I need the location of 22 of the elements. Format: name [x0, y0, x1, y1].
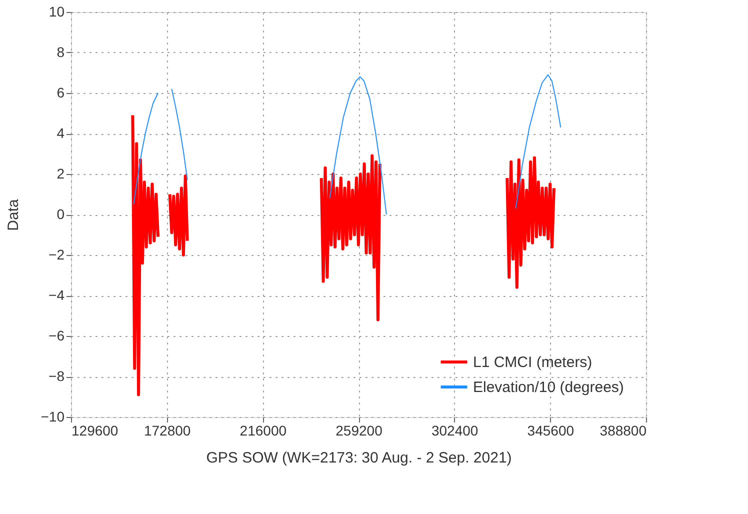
x-tick-label: 302400	[431, 422, 478, 438]
y-tick-label: 8	[56, 44, 65, 60]
y-tick-label: −8	[48, 368, 65, 384]
x-tick-label: 216000	[240, 422, 287, 438]
legend-label: Elevation/10 (degrees)	[473, 379, 624, 396]
x-tick-label: 345600	[527, 422, 574, 438]
y-tick-label: −4	[48, 287, 65, 303]
y-tick-label: 4	[56, 125, 65, 141]
x-tick-label: 129600	[72, 422, 118, 438]
y-tick-label: −6	[48, 328, 65, 344]
y-tick-label: −2	[48, 246, 65, 262]
x-tick-label: 388800	[600, 422, 647, 438]
y-axis-title: Data	[4, 198, 22, 231]
y-tick-label: −10	[40, 408, 65, 424]
y-tick-label: 6	[56, 84, 65, 100]
y-tick-label: 0	[56, 206, 65, 222]
legend-label: L1 CMCI (meters)	[473, 354, 592, 371]
x-axis-title: GPS SOW (WK=2173: 30 Aug. - 2 Sep. 2021)	[206, 450, 512, 466]
y-tick-label: 2	[56, 166, 65, 182]
x-tick-label: 259200	[336, 422, 383, 438]
y-tick-label: 10	[48, 4, 65, 20]
x-tick-label: 172800	[144, 422, 191, 438]
